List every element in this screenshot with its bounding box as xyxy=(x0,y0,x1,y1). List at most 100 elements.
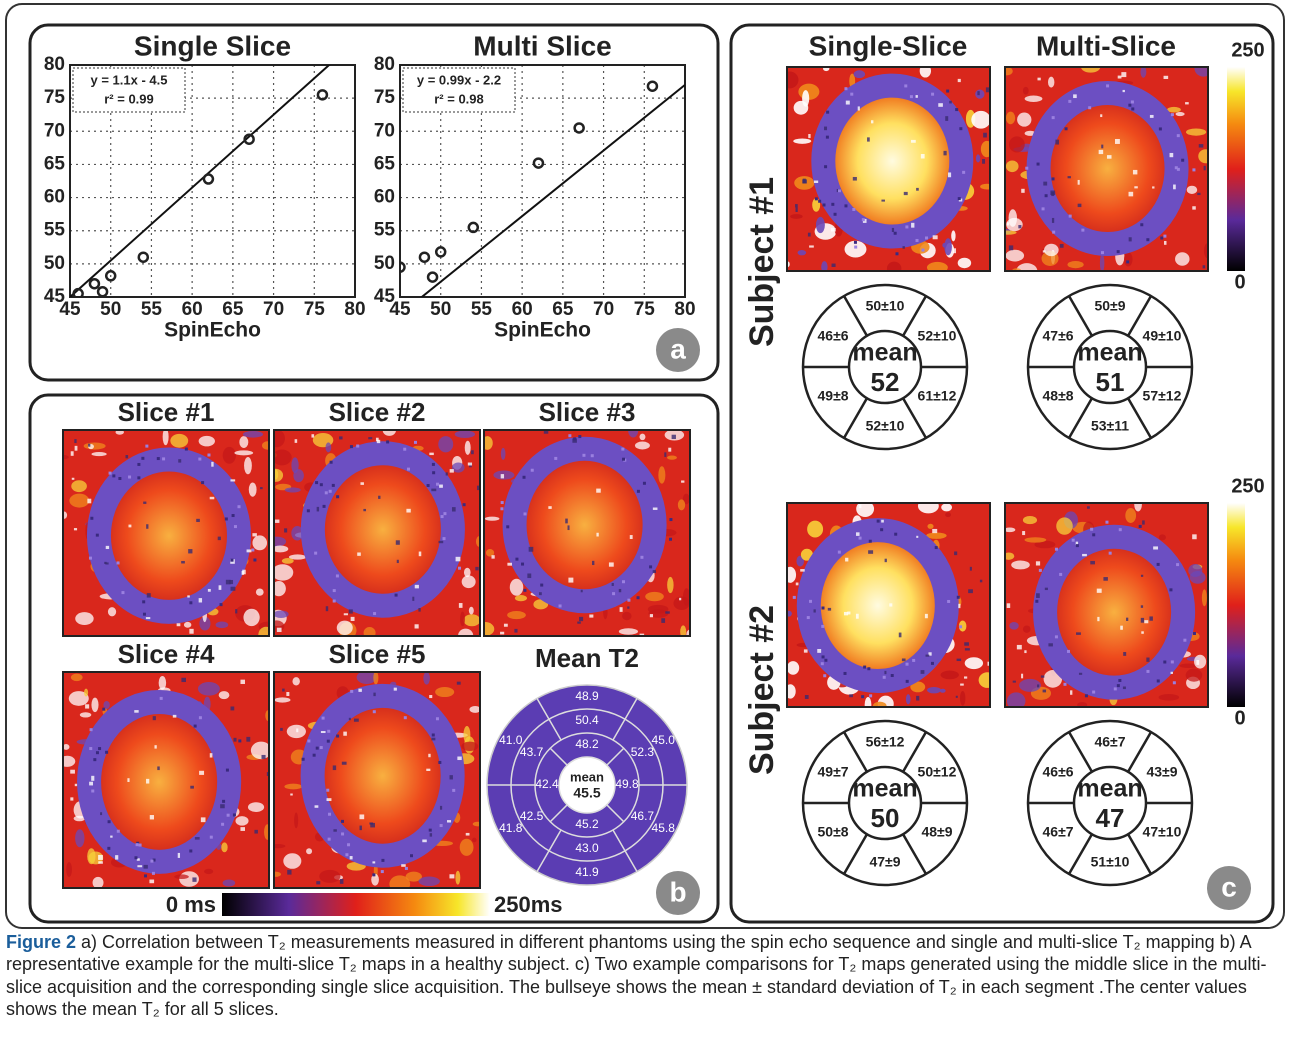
ring-speckle xyxy=(1065,127,1068,130)
map-blob xyxy=(248,802,264,812)
map-blob xyxy=(293,469,304,482)
ring-speckle xyxy=(327,730,330,733)
speckle xyxy=(394,688,397,691)
speckle xyxy=(240,827,245,831)
center-mean: 50 xyxy=(871,803,900,833)
speckle xyxy=(466,833,470,836)
ring-speckle xyxy=(185,448,188,451)
map-blob xyxy=(1188,564,1202,577)
ring-speckle xyxy=(591,454,594,457)
y-tick-label: 65 xyxy=(374,153,396,174)
speckle xyxy=(344,613,348,615)
speckle xyxy=(885,559,887,562)
speckle xyxy=(1043,182,1047,186)
ring-speckle xyxy=(1090,528,1093,531)
map-blob xyxy=(1187,186,1198,194)
segment-value: 48.2 xyxy=(575,737,599,751)
speckle xyxy=(1141,605,1143,608)
map-blob xyxy=(926,532,946,538)
ring-speckle xyxy=(227,814,230,817)
ring-speckle xyxy=(403,448,406,451)
speckle xyxy=(1133,170,1137,174)
speckle xyxy=(457,682,461,685)
ring-speckle xyxy=(162,457,165,460)
map-blob xyxy=(1186,669,1203,682)
speckle xyxy=(105,562,108,564)
ring-speckle xyxy=(1157,563,1160,566)
ring-speckle xyxy=(1119,528,1122,531)
ring-speckle xyxy=(831,203,834,206)
center-label: mean xyxy=(852,339,917,367)
speckle xyxy=(672,435,676,439)
speckle xyxy=(1173,185,1176,190)
map-blob xyxy=(1194,59,1212,76)
speckle xyxy=(954,551,957,555)
ring-speckle xyxy=(322,717,325,720)
speckle xyxy=(419,552,422,557)
x-tick-label: 50 xyxy=(100,299,121,320)
speckle xyxy=(1118,76,1122,79)
speckle xyxy=(612,583,614,586)
segment-value: 42.4 xyxy=(535,777,559,791)
speckle xyxy=(665,611,669,613)
map-image xyxy=(1003,497,1208,709)
map-blob xyxy=(243,609,259,626)
speckle xyxy=(357,552,361,555)
speckle xyxy=(71,451,74,456)
speckle xyxy=(459,603,463,608)
map-blob xyxy=(667,455,677,459)
ring-speckle xyxy=(906,663,909,666)
speckle xyxy=(326,606,328,611)
ring-speckle xyxy=(880,528,883,531)
speckle xyxy=(231,706,235,710)
map-blob xyxy=(501,448,506,460)
ring-speckle xyxy=(226,769,229,772)
speckle xyxy=(422,839,426,842)
speckle xyxy=(501,474,504,478)
map-image xyxy=(784,499,996,713)
speckle xyxy=(363,509,366,511)
speckle xyxy=(282,689,285,692)
speckle xyxy=(210,497,215,499)
colorbar-max: 250 xyxy=(1231,475,1264,497)
colorbar-max: 250ms xyxy=(494,892,563,917)
ring-speckle xyxy=(1183,639,1186,642)
speckle xyxy=(1107,155,1112,159)
myocardium xyxy=(1045,537,1183,688)
ring-speckle xyxy=(612,592,615,595)
ring-speckle xyxy=(458,567,461,570)
segment-value: 50±8 xyxy=(818,824,849,840)
ring-speckle xyxy=(931,93,934,96)
speckle xyxy=(468,463,472,466)
speckle xyxy=(110,836,112,838)
ring-speckle xyxy=(443,512,446,515)
speckle xyxy=(377,440,380,443)
map-blob xyxy=(272,450,291,466)
speckle xyxy=(359,814,364,819)
speckle xyxy=(800,569,804,572)
map-blob xyxy=(635,442,650,450)
speckle xyxy=(143,502,146,504)
map-blob xyxy=(781,72,798,89)
ring-speckle xyxy=(957,596,960,599)
map-blob xyxy=(1125,508,1136,523)
speckle xyxy=(664,452,666,457)
ring-speckle xyxy=(1160,237,1163,240)
speckle xyxy=(938,103,943,107)
ring-speckle xyxy=(824,659,827,662)
ring-speckle xyxy=(323,505,326,508)
map-blob xyxy=(1006,250,1024,262)
slice-title: Slice #3 xyxy=(539,397,636,427)
speckle xyxy=(568,578,573,583)
map-blob xyxy=(1159,694,1180,701)
ring-speckle xyxy=(201,481,204,484)
speckle xyxy=(1123,652,1126,656)
ring-speckle xyxy=(862,218,865,221)
map-blob xyxy=(84,443,106,450)
speckle xyxy=(340,879,344,884)
map-blob xyxy=(979,672,997,688)
map-blob xyxy=(469,607,474,615)
map-image xyxy=(270,671,483,893)
speckle xyxy=(450,469,454,473)
ring-speckle xyxy=(350,690,353,693)
